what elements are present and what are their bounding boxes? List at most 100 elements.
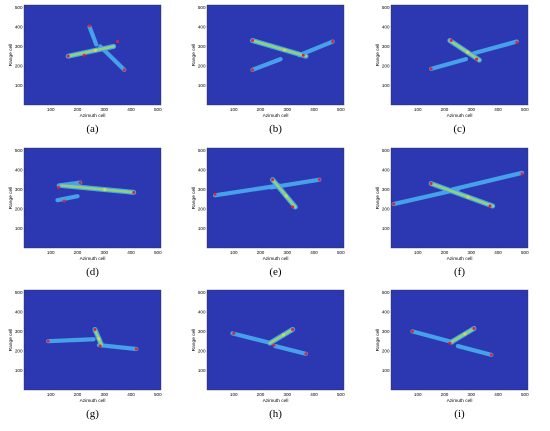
x-tick-label: 200 (441, 107, 449, 112)
bright-scatter (103, 188, 107, 192)
marker (93, 327, 97, 331)
x-tick-label: 300 (283, 250, 291, 255)
axes-frame (206, 4, 345, 106)
y-tick-label: 400 (382, 309, 390, 314)
marker (57, 185, 61, 189)
x-tick-label: 400 (494, 107, 502, 112)
marker (449, 39, 453, 43)
wing-a (45, 337, 96, 344)
marker (520, 172, 524, 176)
y-tick-label: 100 (15, 83, 23, 88)
bright-scatter (284, 194, 288, 198)
x-tick-label: 500 (337, 107, 345, 112)
marker (488, 204, 492, 208)
panel-8: 100 200 300 400 500 100 200 300 400 500 Azimuth ce… (191, 289, 345, 420)
x-tick-label: 100 (414, 107, 422, 112)
wing-a (87, 24, 99, 47)
panel-6: 100 200 300 400 500 100 200 300 400 500 Azimuth ce… (375, 147, 529, 278)
y-tick-label: 500 (382, 5, 390, 10)
plot-area (391, 5, 528, 105)
y-tick-label: 500 (15, 148, 23, 153)
panel-label: (a) (86, 123, 99, 135)
y-tick-label: 100 (198, 226, 206, 231)
marker (46, 339, 50, 343)
marker (232, 331, 236, 335)
fuselage-highlight (93, 328, 103, 347)
panel-label: (e) (269, 266, 282, 278)
y-tick-label: 400 (198, 167, 206, 172)
panel-5: 100 200 300 400 500 100 200 300 400 500 Azimuth ce… (191, 147, 345, 278)
x-tick-label: 100 (230, 392, 238, 397)
y-tick-label: 200 (15, 349, 23, 354)
y-tick-label: 200 (15, 64, 23, 69)
x-tick-label: 100 (414, 392, 422, 397)
marker (213, 192, 217, 196)
y-axis-label: Range cell (375, 187, 381, 210)
marker (62, 199, 66, 203)
y-axis-label: Range cell (191, 329, 197, 352)
marker (122, 68, 126, 72)
y-tick-label: 200 (382, 64, 390, 69)
bright-scatter (463, 332, 467, 336)
y-tick-label: 100 (15, 226, 23, 231)
y-tick-label: 500 (198, 290, 206, 295)
y-tick-label: 200 (382, 349, 390, 354)
plot-area (207, 5, 344, 105)
panel-3: 100 200 300 400 500 100 200 300 400 500 Azimuth ce… (375, 4, 529, 135)
y-tick-label: 500 (198, 148, 206, 153)
y-tick-label: 200 (198, 349, 206, 354)
marker (250, 68, 254, 72)
y-axis-label: Range cell (375, 44, 381, 67)
marker (66, 54, 70, 58)
y-tick-label: 300 (15, 329, 23, 334)
x-tick-label: 400 (310, 250, 318, 255)
x-tick-label: 100 (230, 250, 238, 255)
marker (116, 40, 120, 44)
plot-area (207, 148, 344, 248)
x-axis-label: Azimuth cell (80, 256, 106, 262)
y-tick-label: 500 (15, 290, 23, 295)
x-tick-label: 300 (467, 107, 475, 112)
marker (132, 190, 136, 194)
y-tick-label: 400 (15, 309, 23, 314)
x-tick-label: 500 (337, 250, 345, 255)
y-axis-label: Range cell (375, 329, 381, 352)
fuselage-highlight (60, 184, 136, 194)
x-tick-label: 200 (257, 250, 265, 255)
axes-frame (390, 289, 529, 391)
panel-4: 100 200 300 400 500 100 200 300 400 500 Azimuth ce… (8, 147, 162, 278)
y-tick-label: 500 (15, 5, 23, 10)
y-tick-label: 100 (198, 83, 206, 88)
panel-label: (i) (454, 408, 465, 420)
marker (410, 329, 414, 333)
x-tick-label: 500 (154, 250, 162, 255)
marker (429, 182, 433, 186)
x-tick-label: 200 (441, 392, 449, 397)
fuselage-highlight (448, 39, 481, 62)
bright-scatter (93, 48, 98, 52)
bright-scatter (466, 195, 470, 199)
y-tick-label: 300 (382, 329, 390, 334)
y-axis-label: Range cell (191, 44, 197, 67)
axes-frame (206, 289, 345, 391)
wing-b (450, 170, 525, 192)
x-tick-label: 500 (521, 392, 529, 397)
x-tick-label: 300 (283, 107, 291, 112)
y-tick-label: 100 (382, 83, 390, 88)
x-tick-label: 100 (47, 107, 55, 112)
marker (134, 347, 138, 351)
marker (272, 343, 276, 347)
x-tick-label: 200 (441, 250, 449, 255)
y-axis-label: Range cell (8, 329, 14, 352)
marker (429, 67, 433, 71)
x-tick-label: 400 (310, 107, 318, 112)
marker (392, 202, 396, 206)
panel-label: (d) (86, 266, 99, 278)
panel-9: 100 200 300 400 500 100 200 300 400 500 Azimuth ce… (375, 289, 529, 420)
bright-scatter (282, 48, 287, 52)
x-tick-label: 500 (521, 250, 529, 255)
wing-b (297, 39, 335, 58)
x-tick-label: 100 (230, 107, 238, 112)
fuselage-highlight (429, 182, 494, 208)
wing-a (429, 57, 469, 71)
